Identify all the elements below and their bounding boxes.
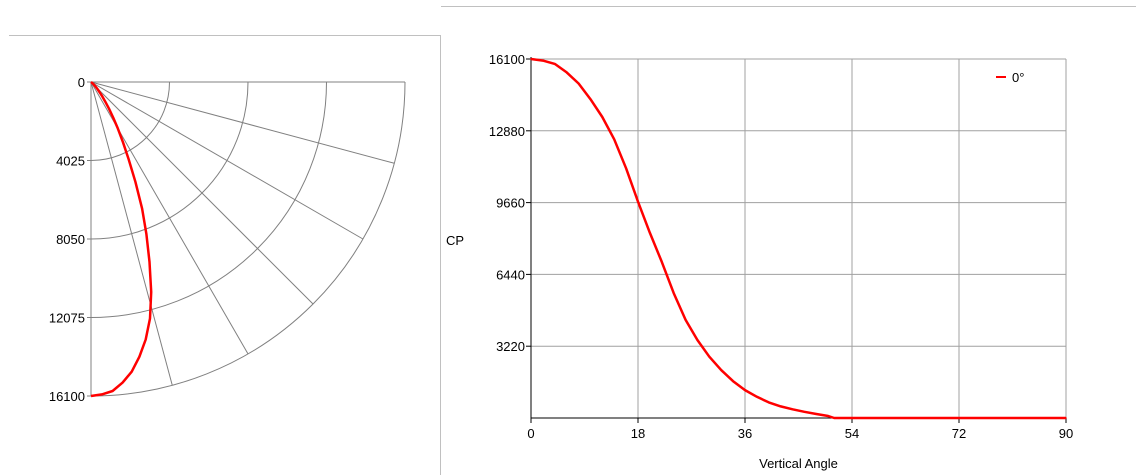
- x-axis-label: Vertical Angle: [759, 456, 838, 471]
- data-point: [827, 415, 830, 417]
- polar-radial-tick-label: 12075: [49, 311, 85, 326]
- data-point: [1065, 417, 1067, 419]
- polar-panel-top-border: [9, 35, 441, 36]
- data-point: [720, 369, 723, 371]
- x-tick-label: 18: [631, 426, 645, 441]
- polar-ring: [90, 81, 327, 318]
- polar-series-line: [90, 81, 153, 398]
- data-point: [684, 319, 687, 321]
- data-point: [601, 116, 604, 118]
- x-tick-label: 72: [952, 426, 966, 441]
- data-point: [565, 71, 568, 74]
- polar-ring: [90, 81, 406, 397]
- data-point: [637, 200, 639, 203]
- y-axis-label: CP: [446, 233, 464, 248]
- data-point: [625, 167, 627, 170]
- data-point: [649, 232, 651, 234]
- data-point: [791, 408, 794, 411]
- data-point: [779, 405, 782, 408]
- data-point: [756, 396, 758, 398]
- polar-ring: [90, 81, 170, 161]
- polar-radial-tick-label: 4025: [56, 154, 85, 169]
- x-tick-label: 90: [1059, 426, 1073, 441]
- line-panel-top-border: [441, 6, 1136, 7]
- polar-radial-tick-label: 0: [78, 75, 85, 90]
- polar-panel-right-border: [440, 35, 441, 475]
- data-point: [542, 59, 544, 62]
- data-point: [767, 401, 770, 404]
- data-point: [803, 410, 806, 413]
- x-tick-label: 36: [738, 426, 752, 441]
- y-tick-label: 16100: [489, 52, 525, 67]
- data-point: [708, 355, 711, 358]
- y-tick-label: 12880: [489, 124, 525, 139]
- y-tick-label: 9660: [496, 196, 525, 211]
- data-point: [660, 261, 663, 263]
- x-tick-label: 0: [527, 426, 534, 441]
- data-point: [815, 413, 818, 415]
- data-point: [553, 63, 556, 65]
- series-line: [530, 57, 1066, 420]
- data-point: [696, 339, 699, 341]
- data-point: [613, 138, 616, 141]
- polar-ring: [90, 81, 249, 240]
- data-point: [672, 292, 675, 294]
- y-tick-label: 3220: [496, 339, 525, 354]
- legend-label: 0°: [1012, 70, 1024, 85]
- data-point: [530, 58, 532, 60]
- y-tick-label: 6440: [496, 267, 525, 282]
- data-point: [589, 98, 592, 100]
- x-tick-label: 54: [845, 426, 859, 441]
- line-chart: 0 18 36 54 72 90 3220 6440 9660 12880 16100 Vertica…: [446, 52, 1073, 471]
- polar-radial-tick-label: 16100: [49, 389, 85, 404]
- data-point: [732, 380, 734, 383]
- polar-radial-tick-label: 8050: [56, 232, 85, 247]
- polar-chart: 0 4025 8050 12075 16100: [49, 75, 406, 404]
- data-point: [577, 82, 580, 85]
- data-point: [744, 389, 746, 391]
- data-point: [833, 417, 835, 419]
